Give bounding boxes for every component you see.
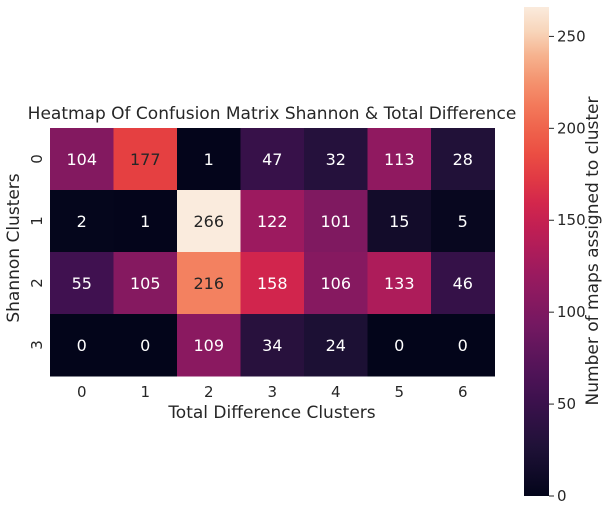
- x-tick-label: 6: [458, 383, 468, 401]
- cell-value-label: 122: [257, 212, 288, 231]
- colorbar-tick-label: 0: [557, 487, 567, 505]
- cell-value-label: 32: [326, 150, 346, 169]
- cell-value-label: 2: [77, 212, 87, 231]
- heatmap-cell: [177, 128, 241, 191]
- y-tick-label: 3: [28, 340, 46, 350]
- heatmap-cell: [240, 314, 305, 377]
- cell-value-label: 0: [140, 336, 150, 355]
- heatmap-cell: [431, 314, 495, 377]
- cell-value-label: 47: [262, 150, 282, 169]
- heatmap-cells: 104 177 1 47 32 113 282 1 266 122 101 15 555 105 216 15…: [50, 128, 495, 377]
- cell-value-label: 1: [204, 150, 214, 169]
- heatmap-cell: [431, 252, 495, 315]
- heatmap-cell: [50, 252, 114, 315]
- cell-value-label: 15: [389, 212, 409, 231]
- cell-value-label: 0: [77, 336, 87, 355]
- heatmap-cell: [113, 190, 178, 253]
- cell-value-label: 28: [453, 150, 473, 169]
- heatmap-cell: [177, 252, 241, 315]
- heatmap-cell: [177, 190, 241, 253]
- cell-value-label: 101: [320, 212, 351, 231]
- cell-value-label: 1: [140, 212, 150, 231]
- heatmap-cell: [367, 128, 432, 191]
- colorbar-tick-label: 150: [557, 211, 586, 229]
- x-tick-label: 3: [267, 383, 277, 401]
- heatmap-cell: [177, 314, 241, 377]
- cell-value-label: 109: [193, 336, 224, 355]
- x-tick-label: 0: [77, 383, 87, 401]
- y-axis-label: Shannon Clusters: [4, 173, 24, 322]
- cell-value-label: 158: [257, 274, 288, 293]
- heatmap-cell: [113, 128, 178, 191]
- x-axis-ticks: 0 1 2 3 4 5 6: [77, 383, 468, 401]
- colorbar-tick-label: 100: [557, 303, 586, 321]
- cell-value-label: 105: [130, 274, 161, 293]
- cell-value-label: 0: [394, 336, 404, 355]
- heatmap-cell: [431, 128, 495, 191]
- heatmap-cell: [50, 190, 114, 253]
- heatmap-cell: [367, 314, 432, 377]
- cell-value-label: 5: [458, 212, 468, 231]
- heatmap-cell: [304, 128, 368, 191]
- colorbar-ticks: 0 50 100 150 200 250: [549, 27, 586, 505]
- cell-value-label: 177: [130, 150, 161, 169]
- heatmap-cell: [304, 252, 368, 315]
- colorbar-tick-label: 50: [557, 395, 576, 413]
- heatmap-cell: [50, 314, 114, 377]
- x-tick-label: 5: [394, 383, 404, 401]
- x-tick-label: 4: [331, 383, 341, 401]
- y-axis-ticks: 0 1 2 3: [28, 154, 46, 350]
- colorbar-tick-label: 250: [557, 27, 586, 45]
- cell-value-label: 0: [458, 336, 468, 355]
- heatmap-cell: [304, 314, 368, 377]
- cell-value-label: 55: [72, 274, 92, 293]
- y-tick-label: 0: [28, 154, 46, 164]
- heatmap-cell: [240, 252, 305, 315]
- chart-title: Heatmap Of Confusion Matrix Shannon & To…: [28, 104, 517, 124]
- colorbar-label: Number of maps assigned to cluster: [583, 97, 603, 406]
- heatmap-cell: [304, 190, 368, 253]
- cell-value-label: 266: [193, 212, 224, 231]
- colorbar-tick-label: 200: [557, 119, 586, 137]
- y-tick-label: 2: [28, 278, 46, 288]
- cell-value-label: 34: [262, 336, 282, 355]
- heatmap-cell: [113, 252, 178, 315]
- colorbar: [524, 7, 549, 496]
- x-tick-label: 2: [204, 383, 214, 401]
- heatmap-cell: [50, 128, 114, 191]
- cell-value-label: 104: [66, 150, 97, 169]
- heatmap-cell: [240, 128, 305, 191]
- cell-value-label: 24: [326, 336, 346, 355]
- heatmap-cell: [367, 190, 432, 253]
- x-axis-label: Total Difference Clusters: [167, 403, 375, 423]
- heatmap-cell: [431, 190, 495, 253]
- y-tick-label: 1: [28, 216, 46, 226]
- x-tick-label: 1: [140, 383, 150, 401]
- heatmap-cell: [240, 190, 305, 253]
- heatmap-cell: [367, 252, 432, 315]
- cell-value-label: 133: [384, 274, 415, 293]
- cell-value-label: 46: [453, 274, 473, 293]
- cell-value-label: 216: [193, 274, 224, 293]
- cell-value-label: 113: [384, 150, 415, 169]
- heatmap-cell: [113, 314, 178, 377]
- cell-value-label: 106: [320, 274, 351, 293]
